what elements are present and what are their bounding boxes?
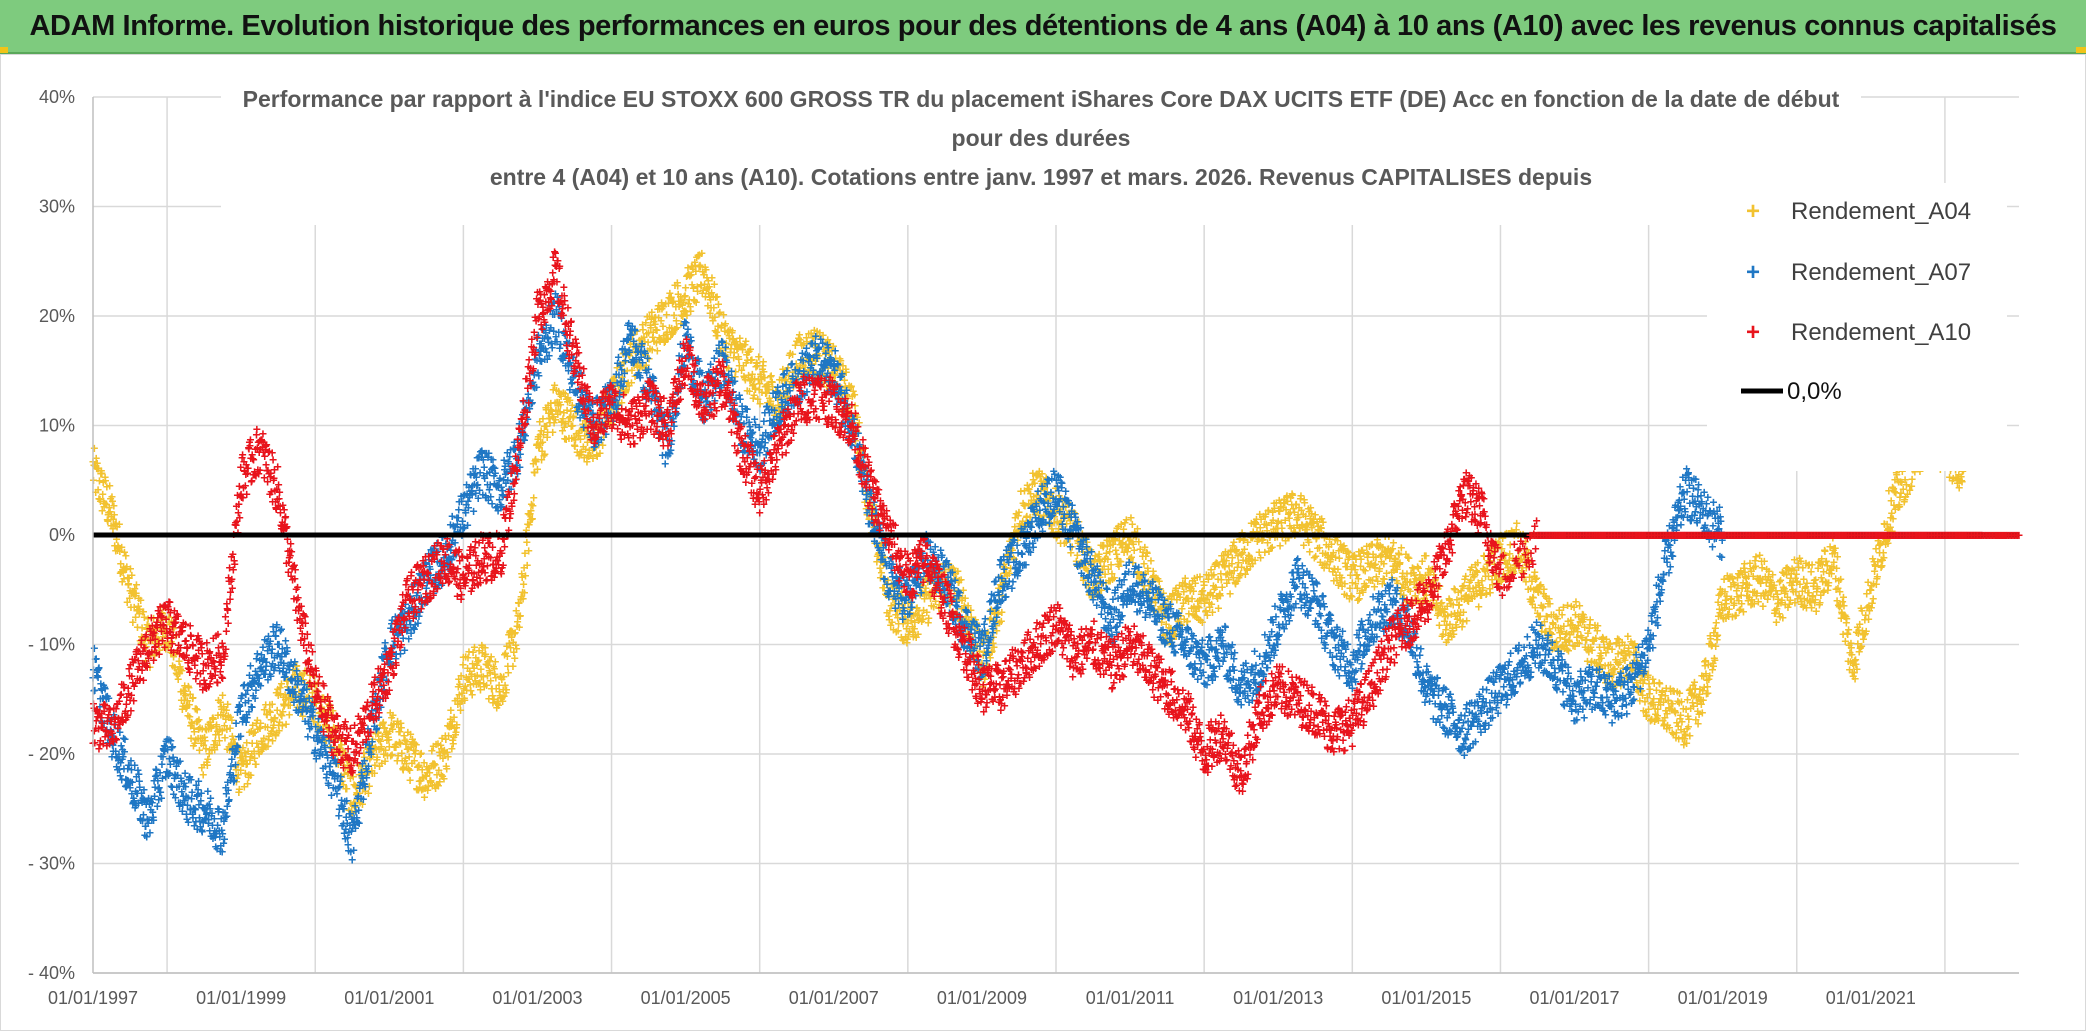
data-point: +	[230, 772, 238, 788]
data-point: +	[502, 681, 510, 697]
data-point: +	[115, 516, 123, 532]
data-point: +	[95, 660, 103, 676]
data-point: +	[1463, 613, 1471, 629]
header-banner: ADAM Informe. Evolution historique des p…	[0, 0, 2086, 54]
data-point: +	[1714, 627, 1722, 643]
chart-area: + + + + + + + + + + + + + + + + + + + + + + + + + + + + + + + + + + + + + + + +…	[0, 54, 2086, 1031]
data-point: +	[157, 790, 165, 806]
data-point: +	[1853, 661, 1861, 677]
data-point: +	[225, 792, 233, 808]
data-point: +	[513, 640, 521, 656]
data-point: +	[1837, 571, 1845, 587]
data-point: +	[523, 557, 531, 573]
data-point: +	[525, 542, 533, 558]
data-point: +	[516, 607, 524, 623]
data-point: +	[1711, 652, 1719, 668]
data-point: +	[355, 815, 363, 831]
data-point: +	[350, 842, 358, 858]
data-point: +	[453, 717, 461, 733]
data-point: +	[150, 812, 158, 828]
data-point: +	[1869, 590, 1877, 606]
data-point: +	[237, 728, 245, 744]
page-title: ADAM Informe. Evolution historique des p…	[0, 0, 2086, 52]
data-point: +	[1704, 685, 1712, 701]
data-point: +	[530, 490, 538, 506]
data-point: +	[520, 584, 528, 600]
corner-accent-left	[0, 47, 8, 53]
data-point: +	[1833, 549, 1841, 565]
data-point: +	[220, 831, 228, 847]
data-point: +	[541, 446, 549, 462]
data-point: +	[1686, 728, 1694, 744]
data-points: ++++++++++++++++++++++++++++++++++++++++…	[89, 244, 1986, 868]
corner-accent-right	[2076, 47, 2086, 53]
scatter-chart: ++++++++++++++++++++++++++++++++++++++++…	[1, 55, 2085, 1030]
